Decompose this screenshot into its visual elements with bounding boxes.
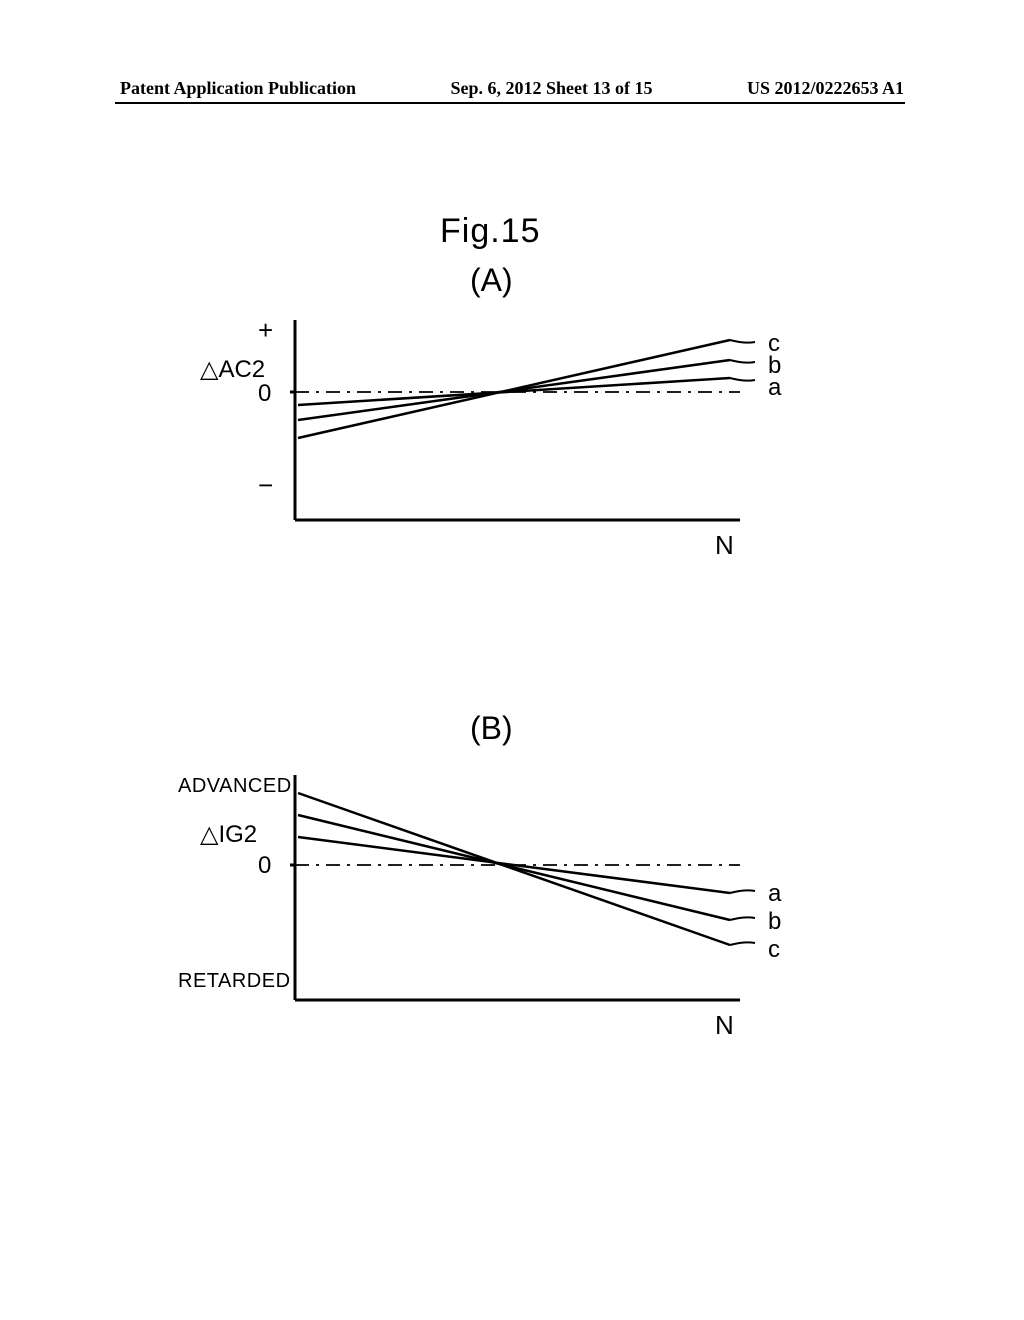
chart-b-x-label: N — [715, 1010, 734, 1041]
chart-b-leader-a — [730, 890, 755, 893]
chart-a-leader-b — [730, 360, 755, 363]
header-right: US 2012/0222653 A1 — [747, 78, 904, 99]
chart-b-y-mid: △IG2 — [200, 820, 257, 849]
chart-b-line-b — [298, 815, 730, 920]
chart-a-leader-c — [730, 340, 755, 343]
chart-b-y-retarded: RETARDED — [178, 970, 291, 993]
chart-a-y-zero: 0 — [258, 380, 271, 408]
chart-b-leader-b — [730, 917, 755, 920]
chart-b-svg — [290, 775, 760, 1010]
chart-a-y-mid: △AC2 — [200, 355, 265, 384]
figure-title: Fig.15 — [440, 212, 541, 251]
chart-b-line-c — [298, 793, 730, 945]
chart-b-y-advanced: ADVANCED — [178, 775, 292, 798]
chart-b — [290, 775, 760, 1010]
chart-a — [290, 320, 760, 530]
chart-a-y-plus: + — [258, 315, 273, 346]
chart-a-y-minus: − — [258, 470, 273, 501]
header-rule — [115, 102, 905, 104]
page-header: Patent Application Publication Sep. 6, 2… — [0, 78, 1024, 99]
chart-a-line-c — [298, 340, 730, 438]
chart-b-label-a: a — [768, 880, 781, 908]
chart-a-subtitle: (A) — [470, 262, 513, 299]
chart-a-leader-a — [730, 378, 755, 381]
chart-b-leader-c — [730, 942, 755, 945]
header-left: Patent Application Publication — [120, 78, 356, 99]
chart-b-subtitle: (B) — [470, 710, 513, 747]
chart-a-x-label: N — [715, 530, 734, 561]
chart-a-svg — [290, 320, 760, 530]
chart-a-label-a: a — [768, 374, 781, 402]
chart-b-y-zero: 0 — [258, 852, 271, 880]
header-center: Sep. 6, 2012 Sheet 13 of 15 — [451, 78, 653, 99]
chart-b-label-b: b — [768, 908, 781, 936]
chart-b-label-c: c — [768, 936, 780, 964]
